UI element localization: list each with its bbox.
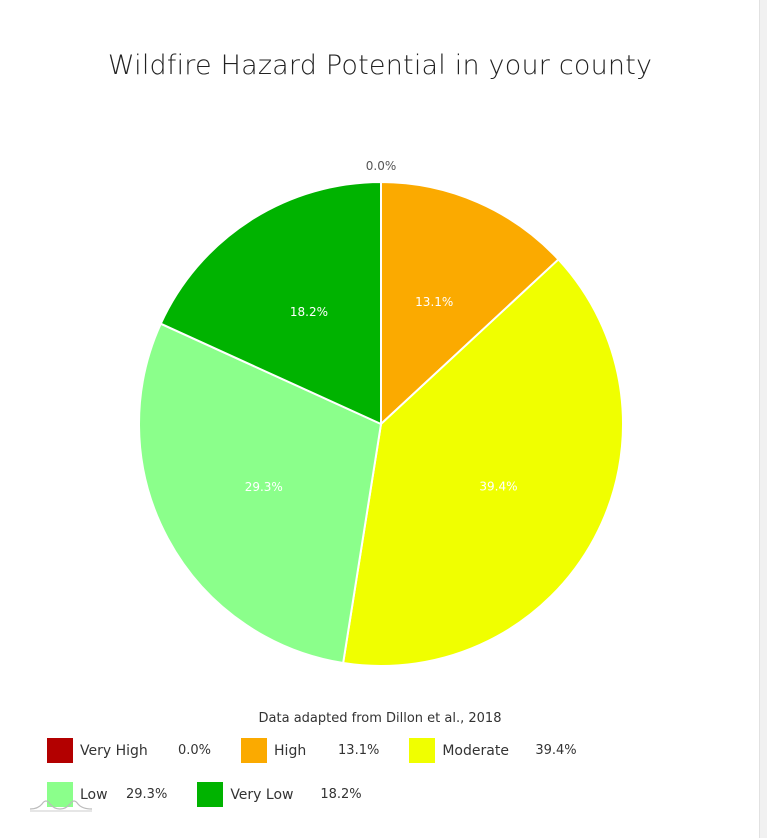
legend-label: Low	[80, 786, 108, 803]
legend-value: 0.0%	[178, 743, 212, 758]
legend-value: 39.4%	[535, 743, 577, 758]
legend-value: 18.2%	[320, 787, 362, 802]
legend-label: Very Low	[230, 786, 294, 803]
legend-swatch	[197, 782, 224, 807]
legend-item-high[interactable]: High 13.1%	[241, 738, 379, 763]
legend-swatch	[47, 782, 73, 807]
pie-slice-high[interactable]	[380, 180, 560, 427]
legend-value: 13.1%	[338, 743, 380, 758]
pie-label-very-low: 18.2%	[290, 305, 328, 319]
pie-slice-very-low[interactable]	[159, 180, 382, 426]
pie-chart: 0.0% 13.1% 39.4% 29.3% 18.2%	[138, 159, 624, 668]
legend: Very High 0.0% High 13.1% Moderate 39.4%…	[47, 738, 747, 807]
legend-item-very-high[interactable]: Very High 0.0%	[47, 738, 211, 763]
legend-label: High	[274, 742, 307, 759]
legend-swatch	[409, 738, 436, 763]
legend-label: Moderate	[442, 742, 509, 759]
legend-swatch	[241, 738, 268, 763]
pie-label-very-high: 0.0%	[366, 159, 397, 173]
legend-label: Very High	[80, 742, 148, 759]
pie-slice-moderate[interactable]	[341, 258, 624, 668]
pie-label-low: 29.3%	[245, 480, 283, 494]
pie-label-moderate: 39.4%	[479, 480, 517, 494]
legend-item-low[interactable]: Low 29.3%	[47, 782, 167, 807]
legend-swatch	[47, 738, 73, 763]
decorative-wave-icon	[29, 800, 93, 812]
data-source-note: Data adapted from Dillon et al., 2018	[258, 711, 502, 726]
pie-label-high: 13.1%	[415, 295, 453, 309]
pie-slice-low[interactable]	[138, 322, 383, 665]
legend-item-moderate[interactable]: Moderate 39.4%	[409, 738, 577, 763]
legend-item-very-low[interactable]: Very Low 18.2%	[197, 782, 362, 807]
legend-value: 29.3%	[126, 787, 168, 802]
scrollbar-track	[759, 0, 767, 838]
chart-title: Wildfire Hazard Potential in your county	[107, 50, 653, 81]
